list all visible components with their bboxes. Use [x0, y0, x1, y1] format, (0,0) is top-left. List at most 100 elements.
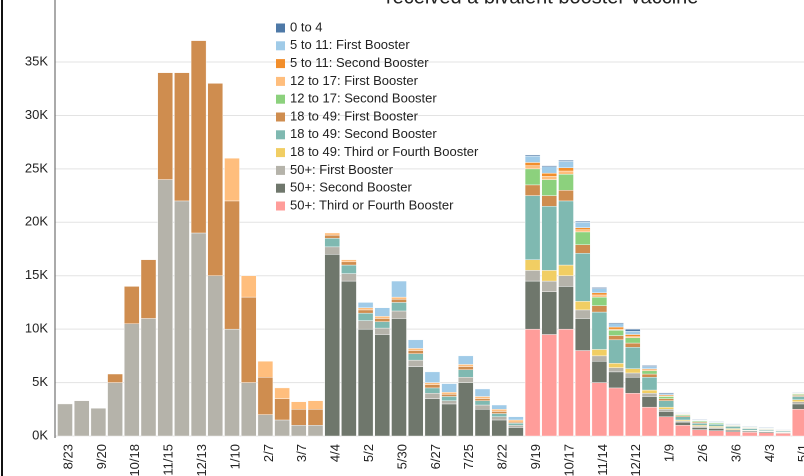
bar-segment	[658, 396, 674, 399]
bar-segment	[257, 414, 274, 437]
bar-segment	[558, 160, 574, 162]
y-tick-label: 5K	[32, 374, 48, 389]
x-tick-label: 11/15	[161, 444, 176, 476]
bar-segment	[608, 323, 624, 328]
legend-swatch	[276, 183, 285, 193]
bar-segment	[408, 350, 424, 354]
bar-segment	[391, 280, 407, 298]
y-tick-label: 30K	[25, 107, 48, 122]
x-tick-label: 10/17	[561, 444, 576, 476]
legend-label: 5 to 11: Second Booster	[290, 55, 429, 70]
bar-segment	[608, 387, 624, 437]
bar-segment	[341, 273, 357, 282]
bar-segment	[725, 426, 741, 429]
bar-segment	[341, 280, 357, 437]
bar-segment	[691, 422, 708, 426]
bar-segment	[140, 318, 157, 437]
bar-segment	[374, 334, 390, 437]
bar-segment	[524, 162, 541, 166]
bar-segment	[524, 259, 541, 271]
x-tick-label: 12/12	[628, 444, 643, 476]
bar-segment	[792, 409, 804, 437]
bar-segment	[124, 323, 140, 437]
bar-segment	[391, 302, 407, 312]
bar-segment	[291, 425, 307, 437]
bar-segment	[675, 425, 691, 437]
bar-segment	[625, 331, 641, 335]
bar-segment	[541, 195, 557, 207]
bar-segment	[441, 400, 457, 405]
bar-segment	[575, 301, 591, 311]
bar-segment	[641, 366, 658, 369]
x-tick-label: 10/18	[127, 444, 142, 476]
bar-segment	[140, 259, 157, 319]
bar-segment	[458, 369, 474, 378]
bar-segment	[625, 337, 641, 344]
bar-segment	[575, 309, 591, 319]
bar-segment	[591, 361, 608, 383]
bar-segment	[424, 387, 441, 394]
bar-segment	[257, 361, 274, 378]
bar-segment	[608, 371, 624, 389]
bar-segment	[491, 411, 507, 414]
bar-segment	[608, 335, 624, 341]
legend-swatch	[276, 112, 285, 122]
legend-swatch	[276, 94, 285, 104]
bar-segment	[291, 401, 307, 410]
bar-segment	[408, 348, 424, 351]
bar-segment	[441, 391, 457, 395]
bar-segment	[224, 328, 240, 437]
legend-swatch	[276, 201, 285, 211]
bar-segment	[107, 373, 123, 383]
bar-segment	[558, 328, 574, 437]
x-tick-label: 9/20	[94, 444, 109, 469]
bar-segment	[240, 275, 257, 298]
bar-segment	[240, 296, 257, 383]
bar-segment	[792, 401, 804, 405]
bar-segment	[541, 270, 557, 282]
bar-segment	[508, 425, 524, 428]
y-tick-label: 35K	[25, 53, 48, 68]
bar-segment	[524, 270, 541, 282]
bar-segment	[491, 404, 507, 410]
legend-label: 50+: Third or Fourth Booster	[290, 197, 454, 212]
bar-segment	[625, 377, 641, 394]
bar-segment	[742, 425, 758, 427]
legend-label: 18 to 49: Second Booster	[290, 126, 437, 141]
bar-segment	[591, 349, 608, 357]
bar-segment	[558, 264, 574, 276]
bar-segment	[458, 377, 474, 383]
bar-segment	[424, 398, 441, 437]
x-tick-label: 5/1	[795, 444, 804, 462]
bar-segment	[491, 416, 507, 421]
bar-segment	[608, 330, 624, 336]
legend-label: 50+: First Booster	[290, 162, 394, 177]
legend-label: 5 to 11: First Booster	[290, 37, 410, 52]
bar-segment	[374, 321, 390, 329]
bar-segment	[591, 305, 608, 313]
bar-segment	[157, 72, 173, 180]
bar-segment	[558, 190, 574, 202]
bar-segment	[508, 427, 524, 437]
bar-segment	[625, 372, 641, 378]
bar-segment	[591, 311, 608, 350]
legend-label: 50+: Second Booster	[290, 180, 412, 195]
x-tick-label: 2/6	[695, 444, 710, 462]
bar-segment	[558, 200, 574, 266]
bar-segment	[374, 327, 390, 335]
bar-segment	[357, 328, 374, 437]
y-tick-label: 0K	[32, 427, 48, 442]
bar-segment	[391, 310, 407, 319]
bar-segment	[357, 307, 374, 311]
bar-segment	[641, 377, 658, 391]
bar-segment	[708, 430, 724, 437]
x-tick-label: 8/22	[495, 444, 510, 469]
y-tick-label: 10K	[25, 321, 48, 336]
bar-segment	[608, 363, 624, 368]
bar-segment	[274, 419, 290, 437]
bar-segment	[207, 275, 224, 437]
bar-segment	[107, 382, 123, 437]
bar-segment	[374, 318, 390, 322]
axes: 0K 5K 10K 15K 20K 25K 30K 35K 8/23 9/20 10/18 11/15…	[25, 0, 804, 476]
bar-segment	[541, 291, 557, 335]
